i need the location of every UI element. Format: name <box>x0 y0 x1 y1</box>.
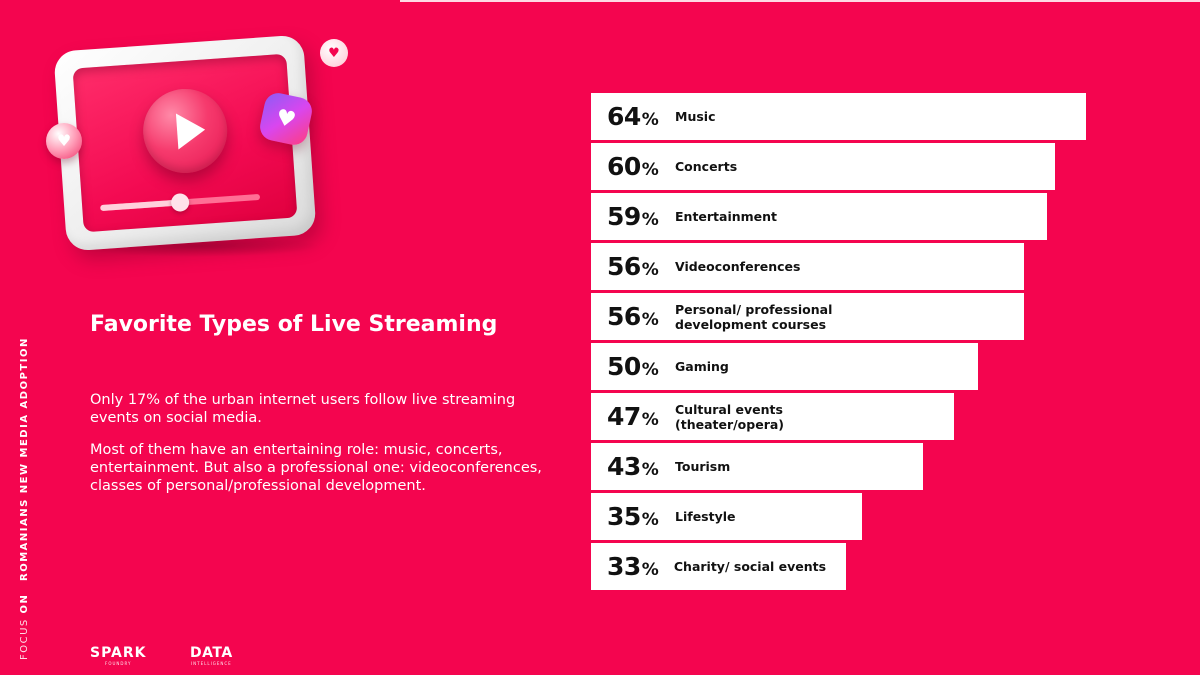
heart-icon: ♥ <box>46 123 82 159</box>
chart-bar: 35% Lifestyle <box>591 493 862 540</box>
bar-value-label: 64% <box>591 102 675 131</box>
bar-value-unit: % <box>641 260 659 280</box>
play-triangle <box>175 111 207 150</box>
bar-value-number: 64 <box>607 102 641 131</box>
bar-value-number: 56 <box>607 252 641 281</box>
bar-category-label: Gaming <box>675 359 729 374</box>
chart-bar: 56% Personal/ professional development co… <box>591 293 1024 340</box>
data-logo: DATA INTELLIGENCE <box>190 645 233 666</box>
bar-value-number: 56 <box>607 302 641 331</box>
bar-category-label: Entertainment <box>675 209 778 224</box>
bar-category-label: Cultural events (theater/opera) <box>675 401 785 432</box>
bar-category-label: Personal/ professional development cours… <box>675 301 833 332</box>
bar-value-label: 43% <box>591 452 675 481</box>
bar-value-number: 50 <box>607 352 641 381</box>
bar-category-label: Videoconferences <box>675 259 801 274</box>
bar-value-label: 33% <box>591 552 674 581</box>
side-label-topic: ROMANIANS NEW MEDIA ADOPTION <box>19 337 30 581</box>
bar-value-label: 56% <box>591 302 675 331</box>
bar-value-unit: % <box>641 310 659 330</box>
bar-value-number: 35 <box>607 502 641 531</box>
spark-logo-text: SPARK <box>90 645 147 661</box>
top-divider-line <box>400 0 1200 2</box>
chart-bar: 56% Videoconferences <box>591 243 1024 290</box>
bar-category-label: Concerts <box>675 159 738 174</box>
data-logo-sub: INTELLIGENCE <box>190 661 232 666</box>
bar-category-label: Music <box>675 109 716 124</box>
bar-value-unit: % <box>641 160 659 180</box>
bar-category-label: Tourism <box>675 459 731 474</box>
side-label-focus: FOCUS <box>19 618 30 660</box>
intro-paragraph: Only 17% of the urban internet users fol… <box>90 392 516 426</box>
page-title: Favorite Types of Live Streaming <box>90 312 498 337</box>
progress-fill <box>100 199 181 212</box>
bar-value-unit: % <box>641 460 659 480</box>
bar-value-unit: % <box>641 510 659 530</box>
bar-value-unit: % <box>641 560 659 580</box>
bar-category-label: Charity/ social events <box>673 559 827 574</box>
bar-value-label: 60% <box>591 152 675 181</box>
side-label-on: ON <box>19 593 30 614</box>
bar-value-label: 50% <box>591 352 675 381</box>
chart-bar: 64% Music <box>591 93 1086 140</box>
bar-value-label: 59% <box>591 202 675 231</box>
detail-paragraph: Most of them have an entertaining role: … <box>90 442 542 494</box>
bar-value-label: 56% <box>591 252 675 281</box>
bar-value-unit: % <box>641 210 659 230</box>
bar-category-label: Lifestyle <box>675 509 736 524</box>
live-streaming-illustration: ♥ ♥ ♥ <box>40 25 370 265</box>
chart-bar: 33% Charity/ social events <box>591 543 846 590</box>
tv-screen <box>72 53 298 233</box>
play-icon <box>140 86 230 176</box>
side-section-label: FOCUS ON ROMANIANS NEW MEDIA ADOPTION <box>19 337 30 660</box>
bar-value-number: 60 <box>607 152 641 181</box>
chart-bar: 47% Cultural events (theater/opera) <box>591 393 954 440</box>
bar-value-label: 47% <box>591 402 675 431</box>
chart-bar: 59% Entertainment <box>591 193 1047 240</box>
bar-value-label: 35% <box>591 502 675 531</box>
bar-value-number: 59 <box>607 202 641 231</box>
spark-logo-sub: FOUNDRY <box>105 661 132 666</box>
bar-value-unit: % <box>641 410 659 430</box>
progress-track <box>100 192 261 213</box>
data-logo-text: DATA <box>190 645 233 661</box>
heart-small-icon: ♥ <box>320 39 348 67</box>
bar-value-unit: % <box>641 360 659 380</box>
spark-logo: SPARK FOUNDRY <box>90 645 147 666</box>
chart-bar: 43% Tourism <box>591 443 923 490</box>
tv-frame-icon <box>53 34 317 252</box>
bar-value-number: 33 <box>607 552 641 581</box>
chart-bar: 50% Gaming <box>591 343 978 390</box>
bar-value-unit: % <box>641 110 659 130</box>
progress-knob <box>170 192 190 213</box>
bar-value-number: 43 <box>607 452 641 481</box>
chart-bar: 60% Concerts <box>591 143 1055 190</box>
bar-value-number: 47 <box>607 402 641 431</box>
